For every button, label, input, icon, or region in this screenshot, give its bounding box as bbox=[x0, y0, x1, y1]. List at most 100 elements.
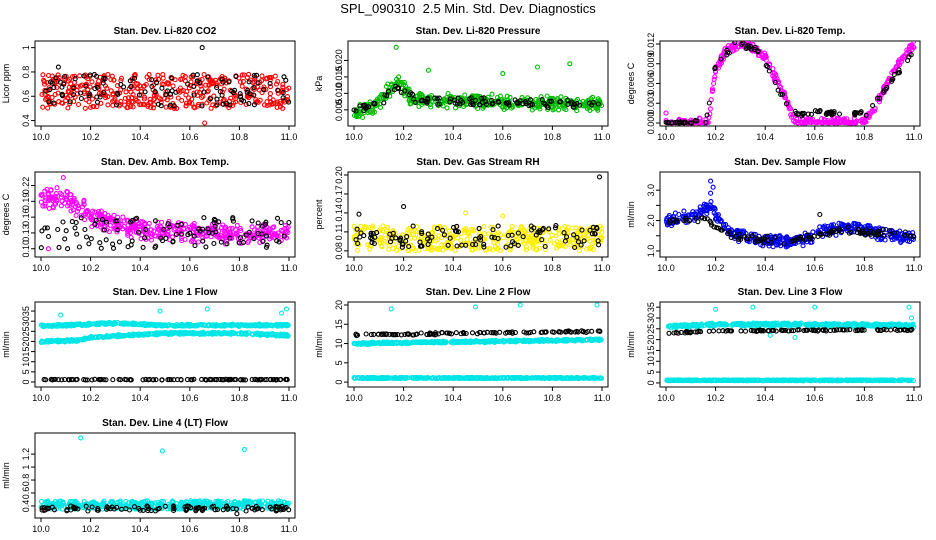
data-point bbox=[410, 339, 416, 345]
data-point bbox=[48, 376, 54, 382]
data-point bbox=[488, 97, 495, 104]
data-point bbox=[456, 339, 462, 345]
data-point bbox=[760, 55, 766, 61]
y-tick-label: 0.17 bbox=[334, 185, 344, 203]
x-tick-label: 10.8 bbox=[544, 263, 562, 273]
data-point bbox=[222, 75, 228, 81]
data-point bbox=[92, 321, 98, 327]
data-point bbox=[181, 323, 187, 329]
data-point bbox=[284, 332, 290, 338]
data-point bbox=[129, 322, 135, 328]
data-point bbox=[152, 244, 158, 251]
data-point bbox=[732, 41, 738, 46]
data-point bbox=[907, 233, 913, 239]
data-point bbox=[114, 229, 120, 235]
data-point bbox=[67, 76, 73, 82]
data-point bbox=[201, 322, 208, 328]
data-point bbox=[542, 101, 548, 107]
data-point bbox=[218, 331, 224, 337]
data-point bbox=[245, 87, 251, 93]
data-point bbox=[772, 79, 778, 85]
data-point bbox=[277, 104, 284, 110]
data-point bbox=[183, 92, 189, 98]
x-tick-label: 10.2 bbox=[82, 393, 100, 403]
data-point bbox=[99, 217, 105, 223]
data-point bbox=[478, 240, 484, 246]
data-point bbox=[370, 223, 376, 229]
data-point bbox=[770, 66, 776, 72]
y-tick-label: 1.0 bbox=[646, 245, 656, 258]
data-point bbox=[75, 337, 81, 343]
data-point bbox=[708, 190, 714, 196]
data-point bbox=[191, 233, 197, 239]
data-point bbox=[250, 331, 256, 337]
data-point bbox=[135, 86, 141, 92]
data-point bbox=[817, 224, 823, 230]
data-point bbox=[714, 213, 720, 219]
data-point bbox=[579, 227, 585, 233]
data-point bbox=[124, 321, 130, 327]
data-point bbox=[539, 97, 545, 103]
data-point bbox=[88, 236, 94, 242]
data-point bbox=[371, 240, 377, 247]
data-point bbox=[681, 208, 687, 214]
data-point bbox=[81, 73, 87, 79]
data-point bbox=[792, 119, 798, 125]
data-point bbox=[125, 98, 131, 104]
x-tick-label: 10.4 bbox=[131, 132, 149, 142]
data-point bbox=[351, 223, 357, 229]
data-point bbox=[511, 240, 517, 247]
data-point bbox=[440, 227, 446, 233]
data-point bbox=[388, 306, 394, 312]
data-point bbox=[139, 232, 145, 238]
x-tick-label: 10.8 bbox=[231, 263, 249, 273]
data-point bbox=[142, 235, 148, 241]
data-point bbox=[58, 312, 64, 318]
data-point bbox=[46, 205, 52, 211]
data-point bbox=[175, 95, 181, 101]
data-point bbox=[488, 338, 494, 344]
data-point bbox=[831, 110, 837, 116]
data-point bbox=[385, 225, 391, 231]
data-point bbox=[515, 242, 521, 248]
data-point bbox=[459, 242, 465, 248]
y-tick-label: 0.006 bbox=[646, 72, 656, 95]
data-point bbox=[275, 78, 281, 85]
data-point bbox=[387, 239, 394, 245]
data-point bbox=[160, 75, 166, 81]
data-point bbox=[712, 64, 718, 71]
data-point bbox=[42, 225, 48, 231]
y-tick-label: 0.13 bbox=[21, 224, 31, 242]
y-tick-label: 0.8 bbox=[21, 66, 31, 79]
data-point bbox=[203, 82, 209, 88]
data-point bbox=[158, 103, 164, 109]
data-point bbox=[263, 228, 269, 234]
data-point bbox=[126, 333, 132, 339]
data-point bbox=[262, 377, 268, 383]
data-point bbox=[476, 225, 482, 231]
data-point bbox=[860, 116, 866, 122]
data-point bbox=[704, 216, 710, 222]
data-point bbox=[179, 231, 185, 237]
x-tick-label: 10.0 bbox=[32, 263, 50, 273]
data-point bbox=[105, 71, 111, 78]
x-tick-label: 10.8 bbox=[544, 393, 562, 403]
data-point bbox=[273, 81, 280, 87]
data-point bbox=[569, 101, 575, 107]
data-point bbox=[470, 102, 476, 108]
data-point bbox=[261, 102, 268, 108]
x-tick-label: 10.0 bbox=[345, 393, 363, 403]
data-point bbox=[710, 184, 716, 190]
data-point bbox=[200, 238, 206, 244]
data-point bbox=[454, 243, 460, 249]
x-tick-label: 10.2 bbox=[395, 263, 413, 273]
data-point bbox=[403, 238, 409, 244]
data-point bbox=[594, 302, 600, 308]
data-point bbox=[130, 104, 136, 110]
data-point bbox=[45, 233, 52, 240]
data-point bbox=[408, 90, 414, 96]
data-point bbox=[165, 221, 171, 227]
data-point bbox=[86, 99, 92, 105]
data-point bbox=[237, 79, 243, 85]
data-point bbox=[286, 85, 292, 91]
